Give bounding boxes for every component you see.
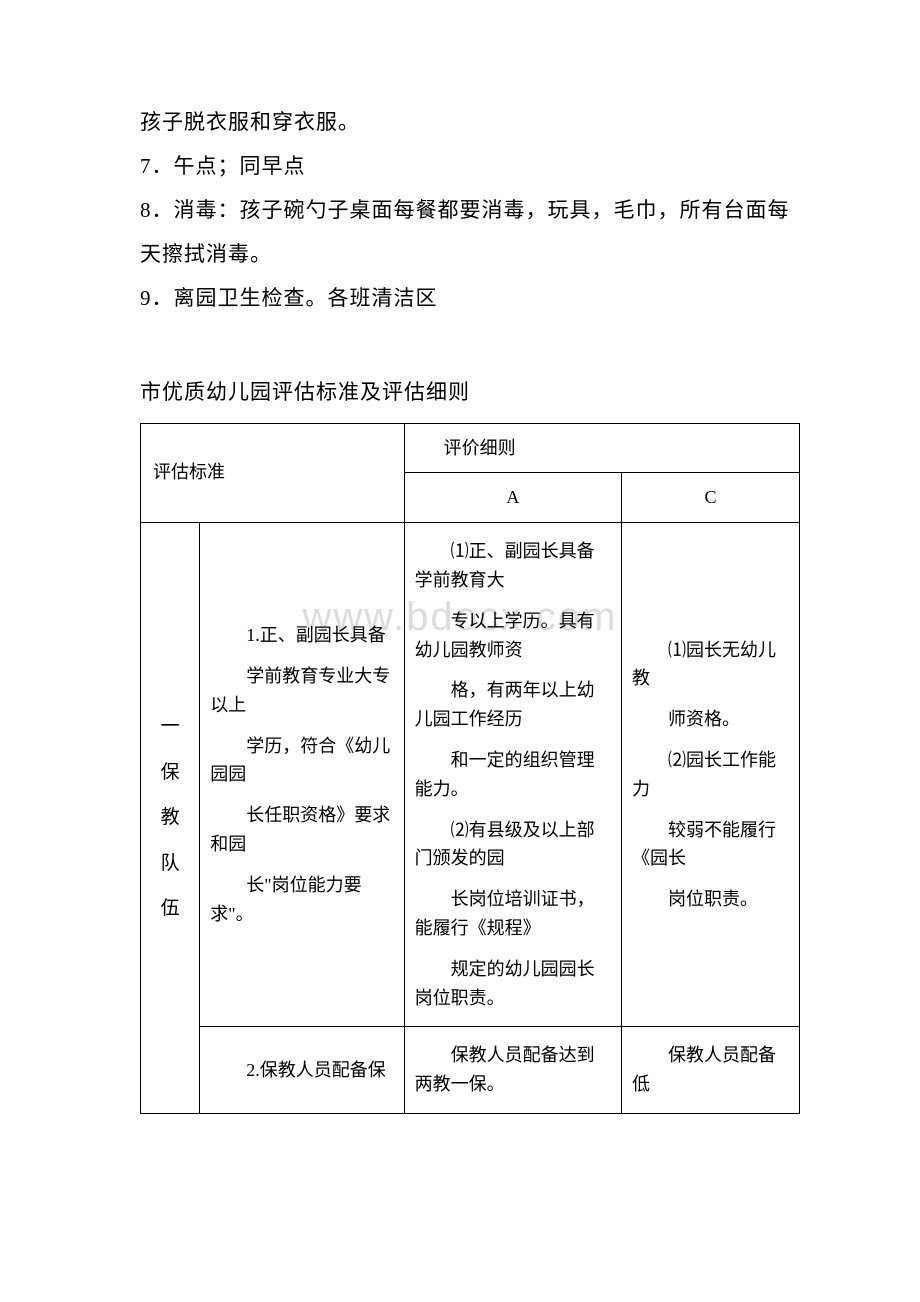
standard-cell-1: 1.正、副园长具备 学前教育专业大专以上 学历，符合《幼儿园园 长任职资格》要求… — [200, 523, 404, 1027]
std-line-1: 1.正、副园长具备 — [210, 621, 393, 650]
std-line-4: 长任职资格》要求和园 — [210, 801, 393, 859]
standard-cell-2: 2.保教人员配备保 — [200, 1027, 404, 1114]
da-line-3: 格，有两年以上幼儿园工作经历 — [415, 676, 611, 734]
dc-line-3: ⑵园长工作能力 — [632, 746, 789, 804]
evaluation-table: 评估标准 评价细则 A C 一 保 教 队 伍 1.正、副园长具备 学前教育专业… — [140, 423, 800, 1114]
da2-line: 保教人员配备达到两教一保。 — [415, 1041, 611, 1099]
std-line-2: 学前教育专业大专以上 — [210, 662, 393, 720]
header-row-1: 评估标准 评价细则 — [141, 423, 800, 473]
da-line-4: 和一定的组织管理能力。 — [415, 746, 611, 804]
da-line-1: ⑴正、副园长具备学前教育大 — [415, 537, 611, 595]
dc-line-1: ⑴园长无幼儿教 — [632, 636, 789, 694]
header-col-c: C — [622, 473, 800, 523]
header-detail: 评价细则 — [404, 423, 799, 473]
body-row-2: 2.保教人员配备保 保教人员配备达到两教一保。 保教人员配备低 — [141, 1027, 800, 1114]
dc-line-2: 师资格。 — [632, 705, 789, 734]
dc2-line: 保教人员配备低 — [632, 1041, 789, 1099]
da-line-6: 长岗位培训证书，能履行《规程》 — [415, 885, 611, 943]
paragraph-2: 7．午点；同早点 — [140, 144, 800, 188]
cat-char-5: 伍 — [149, 886, 191, 932]
std-line-3: 学历，符合《幼儿园园 — [210, 732, 393, 790]
detail-a-cell-2: 保教人员配备达到两教一保。 — [404, 1027, 621, 1114]
dc-line-4: 较弱不能履行《园长 — [632, 816, 789, 874]
cat-char-3: 教 — [149, 795, 191, 841]
category-cell: 一 保 教 队 伍 — [141, 523, 200, 1114]
paragraph-4: 9．离园卫生检查。各班清洁区 — [140, 276, 800, 320]
detail-a-cell-1: ⑴正、副园长具备学前教育大 专以上学历。具有幼儿园教师资 格，有两年以上幼儿园工… — [404, 523, 621, 1027]
header-standard: 评估标准 — [141, 423, 405, 523]
detail-c-cell-2: 保教人员配备低 — [622, 1027, 800, 1114]
body-row-1: 一 保 教 队 伍 1.正、副园长具备 学前教育专业大专以上 学历，符合《幼儿园… — [141, 523, 800, 1027]
paragraph-3: 8．消毒：孩子碗勺子桌面每餐都要消毒，玩具，毛巾，所有台面每天擦拭消毒。 — [140, 188, 800, 276]
detail-c-cell-1: ⑴园长无幼儿教 师资格。 ⑵园长工作能力 较弱不能履行《园长 岗位职责。 — [622, 523, 800, 1027]
std2-line: 2.保教人员配备保 — [210, 1056, 393, 1085]
cat-char-4: 队 — [149, 841, 191, 887]
std-line-5: 长"岗位能力要求"。 — [210, 871, 393, 929]
page-content: 孩子脱衣服和穿衣服。 7．午点；同早点 8．消毒：孩子碗勺子桌面每餐都要消毒，玩… — [140, 100, 800, 1114]
header-col-a: A — [404, 473, 621, 523]
intro-paragraphs: 孩子脱衣服和穿衣服。 7．午点；同早点 8．消毒：孩子碗勺子桌面每餐都要消毒，玩… — [140, 100, 800, 320]
da-line-2: 专以上学历。具有幼儿园教师资 — [415, 607, 611, 665]
cat-char-1: 一 — [149, 704, 191, 750]
table-title: 市优质幼儿园评估标准及评估细则 — [140, 370, 800, 414]
dc-line-5: 岗位职责。 — [632, 885, 789, 914]
da-line-7: 规定的幼儿园园长岗位职责。 — [415, 955, 611, 1013]
cat-char-2: 保 — [149, 750, 191, 796]
paragraph-1: 孩子脱衣服和穿衣服。 — [140, 100, 800, 144]
da-line-5: ⑵有县级及以上部门颁发的园 — [415, 816, 611, 874]
